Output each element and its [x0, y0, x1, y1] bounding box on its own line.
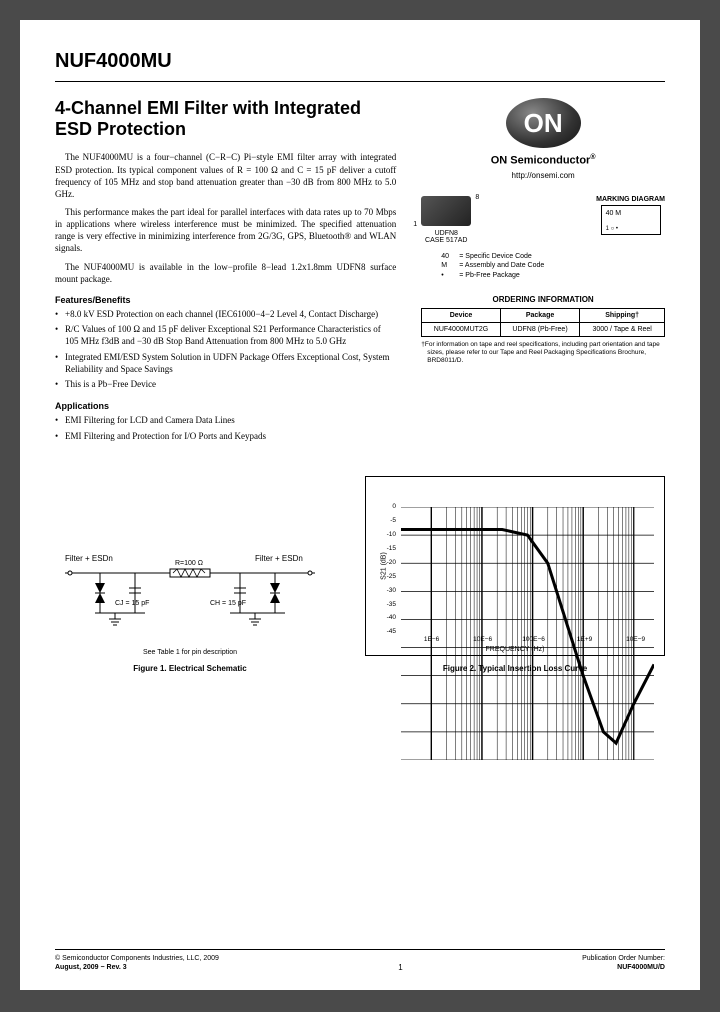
footer-left: © Semiconductor Components Industries, L… [55, 954, 219, 972]
page-number: 1 [398, 963, 402, 972]
intro-para-3: The NUF4000MU is available in the low−pr… [55, 261, 396, 285]
features-list: +8.0 kV ESD Protection on each channel (… [55, 309, 396, 391]
figures-row: Filter + ESDn Filter + ESDn R=100 Ω CJ =… [55, 476, 665, 673]
figure-1-caption: Figure 1. Electrical Schematic [55, 664, 325, 673]
td-device: NUF4000MUT2G [422, 323, 501, 337]
marking-heading: MARKING DIAGRAM [596, 196, 665, 203]
company-name: ON Semiconductor® [421, 154, 665, 167]
features-heading: Features/Benefits [55, 295, 396, 305]
left-column: 4-Channel EMI Filter with Integrated ESD… [55, 98, 396, 446]
sch-left-label: Filter + ESDn [65, 554, 113, 563]
legend-val: = Pb-Free Package [459, 271, 520, 281]
ordering-table: Device Package Shipping† NUF4000MUT2G UD… [421, 308, 665, 337]
legend-key: M [441, 261, 459, 271]
case-code: CASE 517AD [421, 237, 471, 244]
legend-key: • [441, 271, 459, 281]
applications-heading: Applications [55, 401, 396, 411]
ordering-footnote: †For information on tape and reel specif… [421, 341, 665, 364]
two-column-layout: 4-Channel EMI Filter with Integrated ESD… [55, 98, 665, 446]
sch-cap-left: CJ = 15 pF [115, 600, 149, 607]
th-shipping: Shipping† [580, 309, 665, 323]
package-image: UDFN8 CASE 517AD [421, 196, 471, 244]
intro-para-1: The NUF4000MU is a four−channel (C−R−C) … [55, 151, 396, 200]
td-package: UDFN8 (Pb-Free) [500, 323, 580, 337]
insertion-loss-chart: S21 (dB) FREQUENCY (Hz) 0-5-10-15-20-25-… [365, 476, 665, 656]
logo-wrap: ON [421, 98, 665, 148]
legend-key: 40 [441, 252, 459, 262]
datasheet-page: NUF4000MU 4-Channel EMI Filter with Inte… [20, 20, 700, 990]
feature-item: +8.0 kV ESD Protection on each channel (… [55, 309, 396, 321]
figure-2: S21 (dB) FREQUENCY (Hz) 0-5-10-15-20-25-… [365, 476, 665, 673]
figure-1: Filter + ESDn Filter + ESDn R=100 Ω CJ =… [55, 543, 325, 673]
pub-label: Publication Order Number: [582, 954, 665, 963]
th-device: Device [422, 309, 501, 323]
revision-date: August, 2009 − Rev. 3 [55, 963, 219, 972]
feature-item: R/C Values of 100 Ω and 15 pF deliver Ex… [55, 324, 396, 347]
page-footer: © Semiconductor Components Industries, L… [55, 949, 665, 972]
bottom-rule [55, 949, 665, 950]
pub-number: NUF4000MU/D [582, 963, 665, 972]
footer-row: © Semiconductor Components Industries, L… [55, 954, 665, 972]
right-column: ON ON Semiconductor® http://onsemi.com U… [421, 98, 665, 446]
legend-row: •= Pb-Free Package [441, 271, 665, 281]
copyright: © Semiconductor Components Industries, L… [55, 954, 219, 963]
legend-row: 40= Specific Device Code [441, 252, 665, 262]
intro-para-2: This performance makes the part ideal fo… [55, 206, 396, 255]
reg-mark: ® [590, 154, 595, 161]
feature-item: This is a Pb−Free Device [55, 379, 396, 391]
part-number: NUF4000MU [55, 50, 665, 73]
ordering-heading: ORDERING INFORMATION [421, 295, 665, 304]
on-logo: ON [506, 98, 581, 148]
legend-val: = Assembly and Date Code [459, 261, 544, 271]
td-shipping: 3000 / Tape & Reel [580, 323, 665, 337]
marking-row: UDFN8 CASE 517AD MARKING DIAGRAM 40 M [421, 196, 665, 244]
marking-box: 40 M [601, 205, 661, 235]
sch-right-label: Filter + ESDn [255, 554, 303, 563]
marking-diagram: MARKING DIAGRAM 40 M [596, 196, 665, 237]
sch-cap-right: CH = 15 pF [210, 600, 246, 607]
footer-right: Publication Order Number: NUF4000MU/D [582, 954, 665, 972]
page-title: 4-Channel EMI Filter with Integrated ESD… [55, 98, 396, 139]
feature-item: Integrated EMI/ESD System Solution in UD… [55, 352, 396, 375]
company-text: ON Semiconductor [491, 155, 591, 167]
schematic-svg: Filter + ESDn Filter + ESDn R=100 Ω CJ =… [55, 543, 325, 643]
application-item: EMI Filtering for LCD and Camera Data Li… [55, 415, 396, 427]
legend-row: M= Assembly and Date Code [441, 261, 665, 271]
company-url: http://onsemi.com [421, 171, 665, 180]
th-package: Package [500, 309, 580, 323]
applications-list: EMI Filtering for LCD and Camera Data Li… [55, 415, 396, 442]
legend-val: = Specific Device Code [459, 252, 532, 262]
marking-legend: 40= Specific Device Code M= Assembly and… [441, 252, 665, 281]
sch-resistor: R=100 Ω [175, 560, 203, 567]
application-item: EMI Filtering and Protection for I/O Por… [55, 431, 396, 443]
case-label: UDFN8 [421, 230, 471, 237]
table-header-row: Device Package Shipping† [422, 309, 665, 323]
chip-icon [421, 196, 471, 226]
see-table-note: See Table 1 for pin description [55, 649, 325, 656]
top-rule [55, 81, 665, 82]
table-row: NUF4000MUT2G UDFN8 (Pb-Free) 3000 / Tape… [422, 323, 665, 337]
chart-svg [401, 507, 654, 760]
